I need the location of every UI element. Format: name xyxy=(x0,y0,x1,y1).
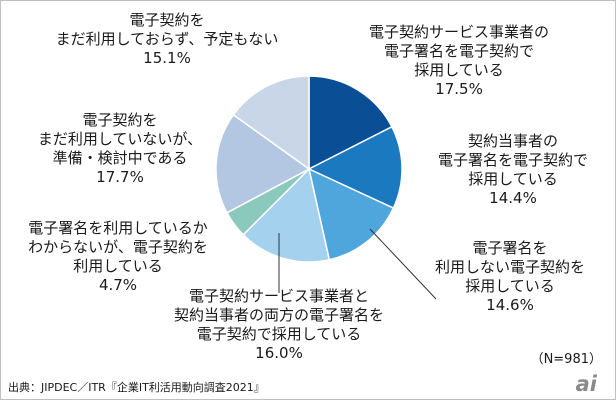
pie-slice-4 xyxy=(242,167,331,263)
pie-slice-6 xyxy=(215,113,311,214)
slice-label-line: 電子署名を電子契約で xyxy=(384,42,534,60)
slice-label-line: 電子署名を xyxy=(472,239,547,257)
pie-slice-1 xyxy=(308,75,393,171)
pie-slices xyxy=(215,75,403,263)
pie-slice-7 xyxy=(232,75,310,171)
slice-label-line: 電子契約で採用している xyxy=(197,325,362,343)
slice-value: 4.7% xyxy=(99,276,137,294)
slice-label-7: 電子契約をまだ利用しておらず、予定もない 15.1% xyxy=(56,11,279,67)
slice-label-line: 電子署名を電子契約で xyxy=(438,151,588,169)
slice-label-line: まだ利用していないが、 xyxy=(38,130,202,148)
slice-label-2: 契約当事者の電子署名を電子契約で採用している 14.4% xyxy=(438,132,588,207)
sample-size-label: （N=981） xyxy=(531,352,602,367)
slice-label-line: わからないが、電子契約を xyxy=(28,238,208,256)
source-note: 出典：JIPDEC／ITR『企業IT利活用動向調査2021』 xyxy=(8,380,265,394)
slice-label-line: 電子契約を xyxy=(82,111,157,129)
leader-line-3 xyxy=(369,228,437,300)
slice-label-line: 電子署名を利用しているか xyxy=(28,219,208,237)
slice-labels: 電子契約サービス事業者の電子署名を電子契約で採用している 17.5%契約当事者の電… xyxy=(28,11,588,362)
slice-label-line: 採用している xyxy=(465,277,555,295)
slice-label-5: 電子署名を利用しているかわからないが、電子契約を利用している 4.7% xyxy=(28,219,208,294)
slice-label-line: 利用しない電子契約を xyxy=(435,258,585,276)
slice-label-6: 電子契約をまだ利用していないが、準備・検討中である 17.7% xyxy=(38,111,202,186)
slice-value: 16.0% xyxy=(255,344,303,362)
slice-label-line: まだ利用しておらず、予定もない xyxy=(56,30,279,48)
slice-label-line: 電子契約サービス事業者の xyxy=(369,23,549,41)
slice-value: 17.5% xyxy=(435,80,483,98)
site-logo: ai xyxy=(576,372,598,396)
slice-label-line: 利用している xyxy=(73,257,163,275)
slice-label-4: 電子契約サービス事業者と契約当事者の両方の電子署名を電子契約で採用している 16.… xyxy=(174,287,384,362)
slice-label-line: 電子契約サービス事業者と xyxy=(189,287,369,305)
slice-value: 14.6% xyxy=(486,296,534,314)
slice-label-1: 電子契約サービス事業者の電子署名を電子契約で採用している 17.5% xyxy=(369,23,549,98)
slice-label-3: 電子署名を利用しない電子契約を採用している 14.6% xyxy=(435,239,585,314)
slice-label-line: 契約当事者の xyxy=(468,132,558,150)
slice-label-line: 採用している xyxy=(468,170,558,188)
slice-label-line: 採用している xyxy=(414,61,504,79)
pie-slice-2 xyxy=(307,125,403,210)
slice-value: 14.4% xyxy=(489,189,537,207)
slice-value: 15.1% xyxy=(143,49,191,67)
slice-label-line: 準備・検討中である xyxy=(53,149,188,167)
pie-slice-3 xyxy=(307,167,395,261)
slice-value: 17.7% xyxy=(96,168,144,186)
slice-label-line: 契約当事者の両方の電子署名を xyxy=(174,306,384,324)
leader-lines xyxy=(278,228,437,300)
slice-label-line: 電子契約を xyxy=(129,11,204,29)
